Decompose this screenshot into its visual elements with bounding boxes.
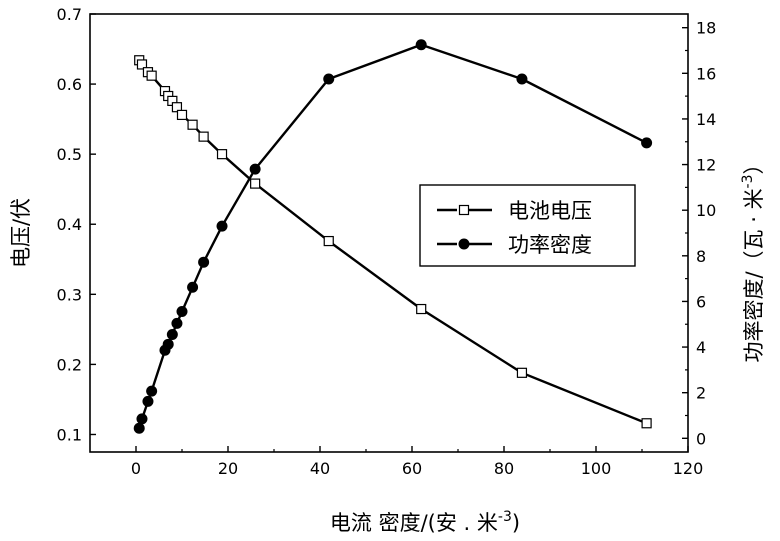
y-left-tick-label-4: 0.5	[57, 145, 82, 164]
power-point-12	[250, 164, 261, 175]
x-tick-label-5: 100	[581, 459, 612, 478]
x-tick-label-0: 0	[131, 459, 141, 478]
power-point-14	[416, 39, 427, 50]
y-right-tick-label-6: 12	[696, 156, 716, 175]
y-right-tick-label-7: 14	[696, 110, 716, 129]
y-right-tick-label-5: 10	[696, 201, 716, 220]
power-point-11	[217, 221, 228, 232]
power-point-6	[167, 329, 178, 340]
power-point-8	[177, 306, 188, 317]
y-left-tick-label-5: 0.6	[57, 75, 82, 94]
power-point-9	[187, 282, 198, 293]
power-point-1	[136, 413, 147, 424]
y-right-tick-label-0: 0	[696, 429, 706, 448]
y-left-tick-label-1: 0.2	[57, 355, 82, 374]
y-right-tick-label-3: 6	[696, 292, 706, 311]
y-right-tick-label-9: 18	[696, 19, 716, 38]
y-right-tick-label-8: 16	[696, 64, 716, 83]
x-tick-label-6: 120	[673, 459, 704, 478]
voltage-point-12	[251, 179, 260, 188]
legend-label-power: 功率密度	[508, 233, 592, 257]
y-right-tick-label-4: 8	[696, 247, 706, 266]
voltage-point-3	[147, 71, 156, 80]
voltage-point-10	[199, 132, 208, 141]
x-axis-title: 电流 密度/(安 . 米-3)	[330, 509, 520, 535]
x-tick-label-3: 60	[402, 459, 422, 478]
voltage-point-14	[417, 305, 426, 314]
legend-marker-voltage	[460, 206, 469, 215]
y-right-tick-label-2: 4	[696, 338, 706, 357]
x-tick-label-2: 40	[310, 459, 330, 478]
y-left-tick-label-2: 0.3	[57, 285, 82, 304]
power-point-15	[516, 74, 527, 85]
legend: 电池电压 功率密度	[420, 185, 635, 266]
voltage-point-8	[178, 110, 187, 119]
power-point-2	[142, 396, 153, 407]
power-point-5	[163, 339, 174, 350]
y-left-tick-label-0: 0.1	[57, 425, 82, 444]
power-point-10	[198, 257, 209, 268]
voltage-point-15	[517, 368, 526, 377]
voltage-point-13	[324, 237, 333, 246]
legend-label-voltage: 电池电压	[508, 199, 592, 223]
power-point-3	[146, 386, 157, 397]
x-tick-label-4: 80	[494, 459, 514, 478]
power-point-16	[641, 137, 652, 148]
y-right-tick-label-1: 2	[696, 384, 706, 403]
y-left-tick-label-6: 0.7	[57, 5, 82, 24]
voltage-point-9	[188, 120, 197, 129]
voltage-point-16	[642, 419, 651, 428]
power-point-0	[134, 423, 145, 434]
legend-marker-power	[459, 239, 470, 250]
x-tick-label-1: 20	[218, 459, 238, 478]
y-left-axis-title: 电压/伏	[9, 198, 33, 268]
y-right-axis-title: 功率密度/（瓦 · 米-3）	[740, 153, 766, 362]
power-point-7	[171, 318, 182, 329]
voltage-point-11	[218, 150, 227, 159]
power-point-13	[323, 74, 334, 85]
y-left-tick-label-3: 0.4	[57, 215, 82, 234]
